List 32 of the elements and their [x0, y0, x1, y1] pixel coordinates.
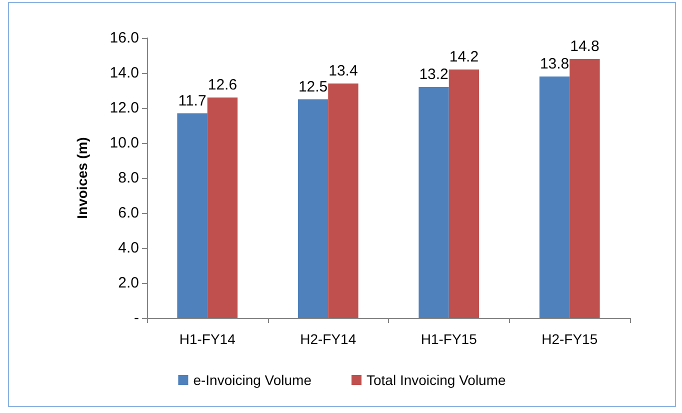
- x-tick-label: H2-FY14: [300, 331, 356, 347]
- bar: [539, 76, 570, 318]
- data-label: 14.2: [449, 48, 479, 66]
- y-tick-label: 8.0: [118, 170, 139, 186]
- y-tick-label: -: [134, 310, 139, 326]
- x-tick-label: H2-FY15: [542, 331, 598, 347]
- data-label: 12.5: [298, 78, 328, 96]
- y-tick-label: 2.0: [118, 274, 139, 292]
- y-tick-label: 10.0: [110, 134, 139, 152]
- bar: [418, 87, 449, 318]
- bar: [448, 70, 480, 318]
- data-label: 11.7: [178, 92, 206, 110]
- data-label: 13.8: [540, 56, 570, 72]
- data-label: 13.4: [328, 62, 358, 80]
- legend-label: Total Invoicing Volume: [366, 372, 506, 388]
- y-axis-title: Invoices (m): [74, 137, 90, 219]
- data-label: 14.8: [570, 38, 600, 55]
- y-tick-label: 14.0: [110, 64, 139, 82]
- y-tick-label: 16.0: [110, 30, 139, 46]
- bar: [177, 113, 208, 318]
- y-tick-label: 12.0: [110, 100, 139, 116]
- x-tick-label: H1-FY15: [420, 331, 478, 347]
- legend-label: e-Invoicing Volume: [193, 372, 312, 388]
- data-label: 12.6: [208, 76, 238, 94]
- x-tick-label: H1-FY14: [179, 331, 236, 347]
- bar: [328, 84, 358, 318]
- bar: [298, 99, 328, 318]
- y-tick-label: 6.0: [118, 204, 139, 222]
- data-label: 13.2: [419, 66, 448, 83]
- y-tick-label: 4.0: [118, 240, 139, 256]
- bar: [207, 98, 238, 318]
- bar: [570, 59, 600, 318]
